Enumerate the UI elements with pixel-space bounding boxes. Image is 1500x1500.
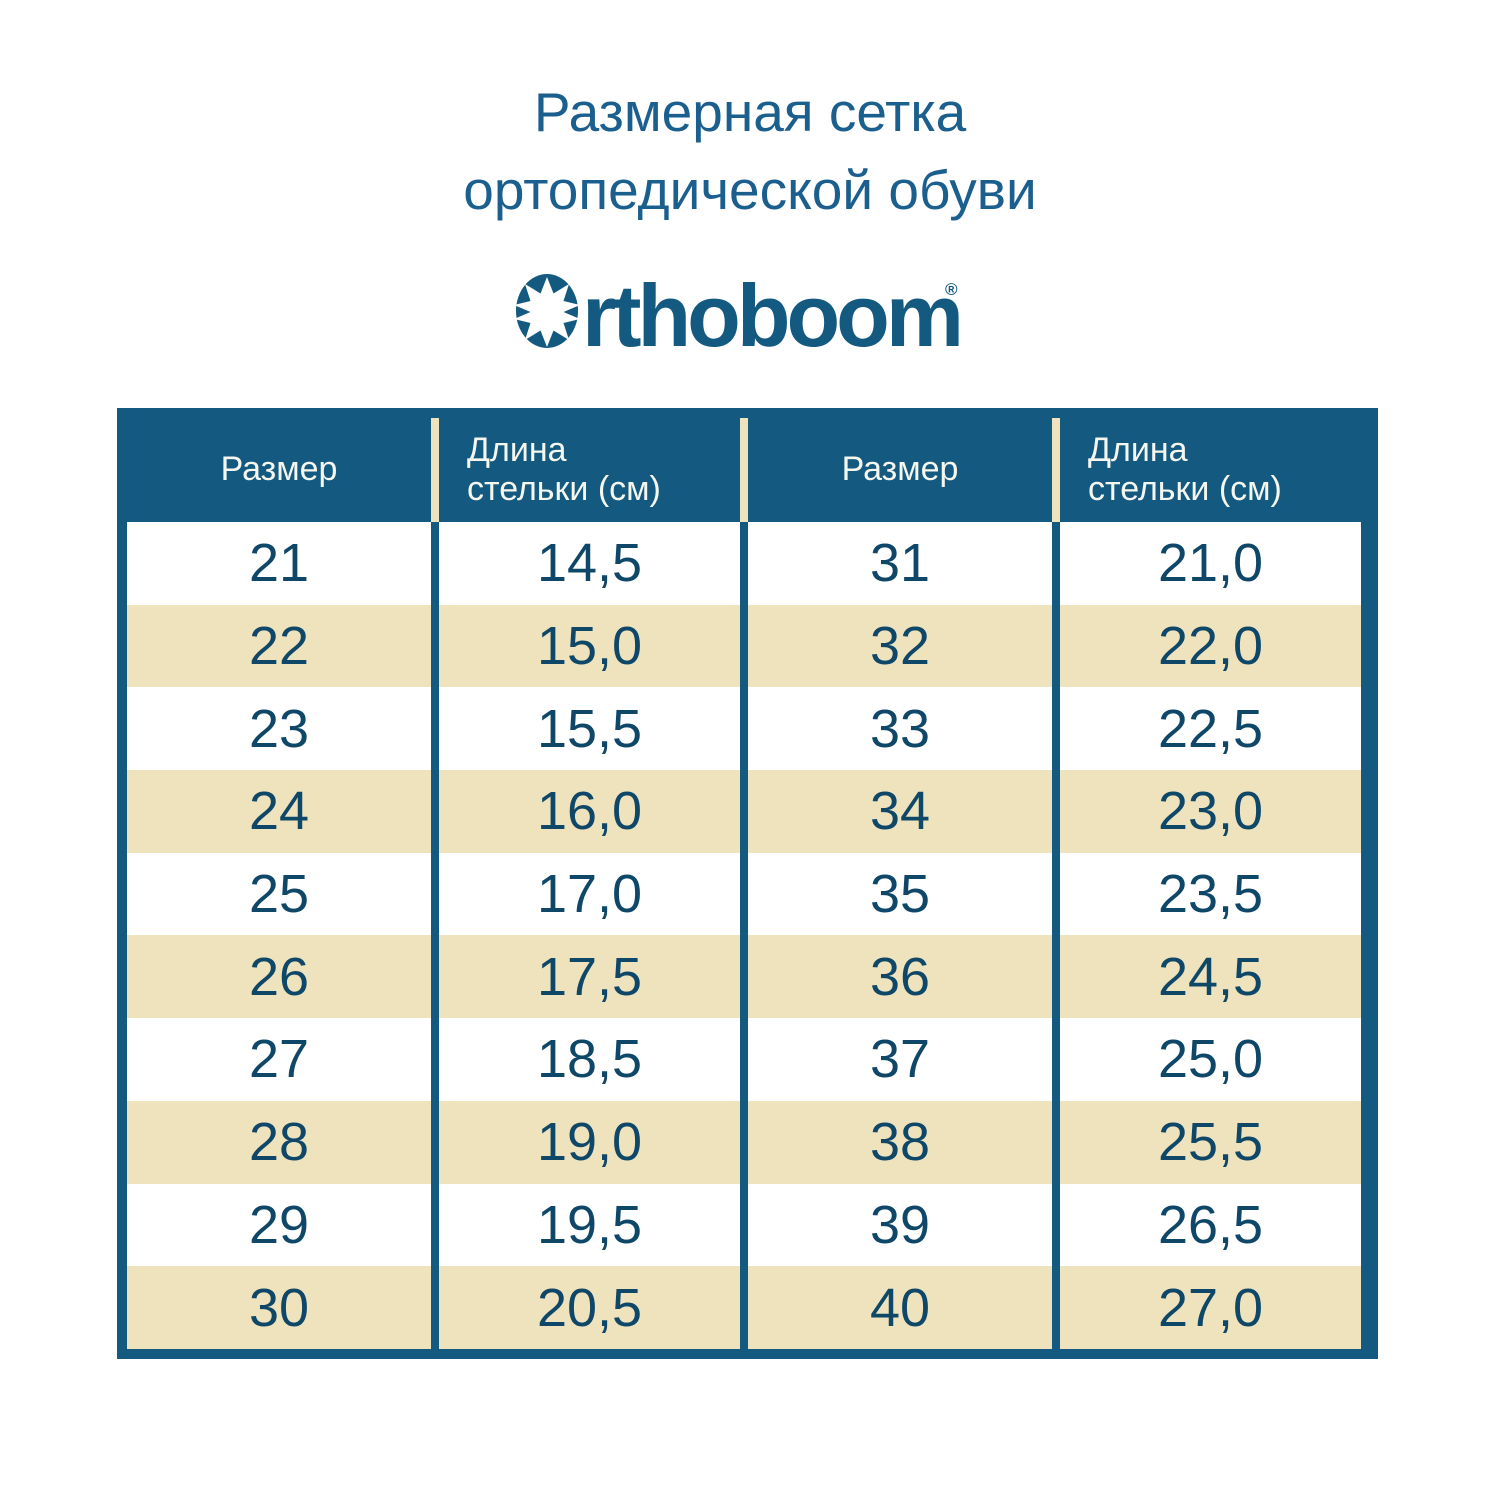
- svg-text:®: ®: [945, 280, 958, 299]
- svg-text:rthoboom: rthoboom: [582, 272, 960, 362]
